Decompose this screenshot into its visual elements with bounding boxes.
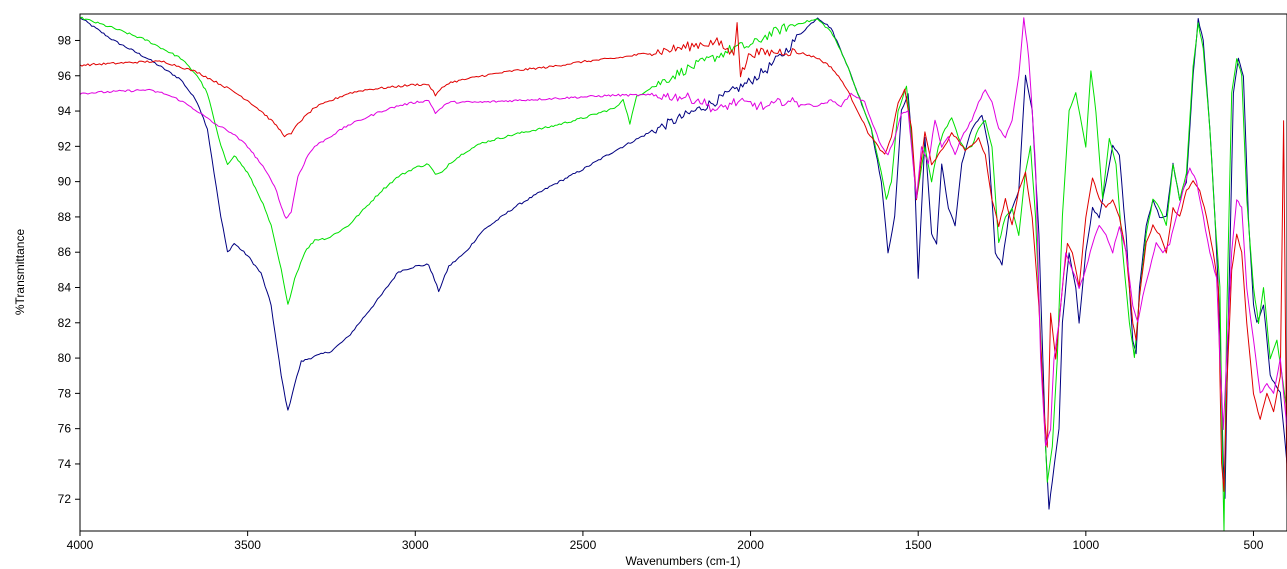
- series-line-2: [79, 16, 1287, 532]
- y-tick-label: 78: [58, 386, 72, 400]
- plot-background: [80, 14, 1287, 531]
- plot-frame: [79, 13, 1287, 532]
- y-tick-label: 96: [58, 69, 72, 83]
- x-tick-label: 500: [1243, 538, 1263, 552]
- x-tick-label: 4000: [67, 538, 94, 552]
- x-axis: 4000 3500 3000 2500 2000 1500 1000 500: [67, 531, 1264, 552]
- x-tick-label: 2500: [570, 538, 597, 552]
- series-line-4: [79, 17, 1287, 447]
- y-tick-label: 82: [58, 316, 72, 330]
- y-axis-label: %Transmittance: [13, 229, 27, 316]
- x-tick-label: 3000: [402, 538, 429, 552]
- y-tick-label: 90: [58, 175, 72, 189]
- y-tick-label: 98: [58, 33, 72, 47]
- x-tick-label: 3500: [234, 538, 261, 552]
- x-tick-label: 1500: [905, 538, 932, 552]
- x-tick-label: 2000: [737, 538, 764, 552]
- series-line-3: [79, 22, 1287, 500]
- y-tick-label: 92: [58, 139, 72, 153]
- y-tick-label: 86: [58, 245, 72, 259]
- y-tick-label: 74: [58, 457, 72, 471]
- y-tick-label: 72: [58, 492, 72, 506]
- series-layer: [79, 16, 1287, 532]
- y-tick-label: 94: [58, 104, 72, 118]
- y-tick-label: 84: [58, 280, 72, 294]
- x-tick-label: 1000: [1072, 538, 1099, 552]
- y-axis: 72 74 76 78 80 82 84 86 88 90 92 94 96 98: [58, 33, 80, 506]
- y-tick-label: 88: [58, 210, 72, 224]
- x-axis-label: Wavenumbers (cm-1): [626, 554, 741, 568]
- series-line-1: [79, 16, 1287, 510]
- y-tick-label: 80: [58, 351, 72, 365]
- y-tick-label: 76: [58, 422, 72, 436]
